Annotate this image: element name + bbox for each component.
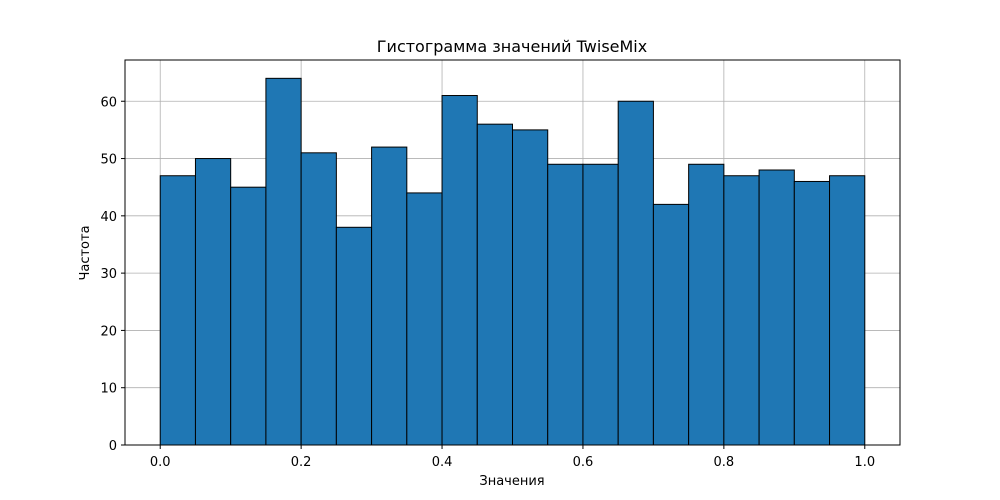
histogram-bar <box>265 77 302 446</box>
x-tick-label: 1.0 <box>854 455 875 470</box>
histogram-bar <box>829 175 866 446</box>
histogram-bars <box>159 77 866 446</box>
y-axis-ticks: 0 10 20 30 40 50 60 <box>100 95 125 454</box>
y-tick-label: 60 <box>100 95 117 110</box>
y-tick-label: 0 <box>109 439 117 454</box>
histogram-bar <box>793 180 831 446</box>
histogram-bar <box>547 163 584 446</box>
histogram-bar <box>476 123 514 446</box>
y-tick-label: 20 <box>100 324 117 339</box>
y-axis-label: Частота <box>78 225 93 280</box>
histogram-bar <box>300 152 337 446</box>
histogram-bar <box>371 146 408 446</box>
plot-area-frame <box>124 59 901 446</box>
y-tick-label: 50 <box>100 153 117 168</box>
y-tick-label: 40 <box>100 210 117 225</box>
chart-title: Гистограмма значений TwiseMix <box>377 37 647 56</box>
x-tick-label: 0.6 <box>573 455 594 470</box>
x-tick-label: 0.2 <box>291 455 312 470</box>
histogram-bar <box>688 163 725 446</box>
histogram-bar <box>582 163 619 446</box>
histogram-bar <box>617 100 654 446</box>
histogram-bar <box>758 169 795 446</box>
histogram-bar <box>335 226 373 446</box>
histogram-bar <box>159 175 196 446</box>
histogram-bar <box>512 129 549 446</box>
x-axis-ticks: 0.0 0.2 0.4 0.6 0.8 1.0 <box>150 445 875 470</box>
histogram-bar <box>194 158 232 446</box>
histogram-bar <box>406 192 443 446</box>
x-tick-label: 0.4 <box>432 455 453 470</box>
x-tick-label: 0.8 <box>714 455 735 470</box>
y-tick-label: 30 <box>100 267 117 282</box>
x-tick-label: 0.0 <box>150 455 171 470</box>
histogram-bar <box>723 175 760 446</box>
histogram-bar <box>652 203 690 446</box>
x-axis-label: Значения <box>479 474 544 489</box>
histogram-bar <box>441 95 478 446</box>
y-tick-label: 10 <box>100 382 117 397</box>
histogram-bar <box>230 186 267 446</box>
